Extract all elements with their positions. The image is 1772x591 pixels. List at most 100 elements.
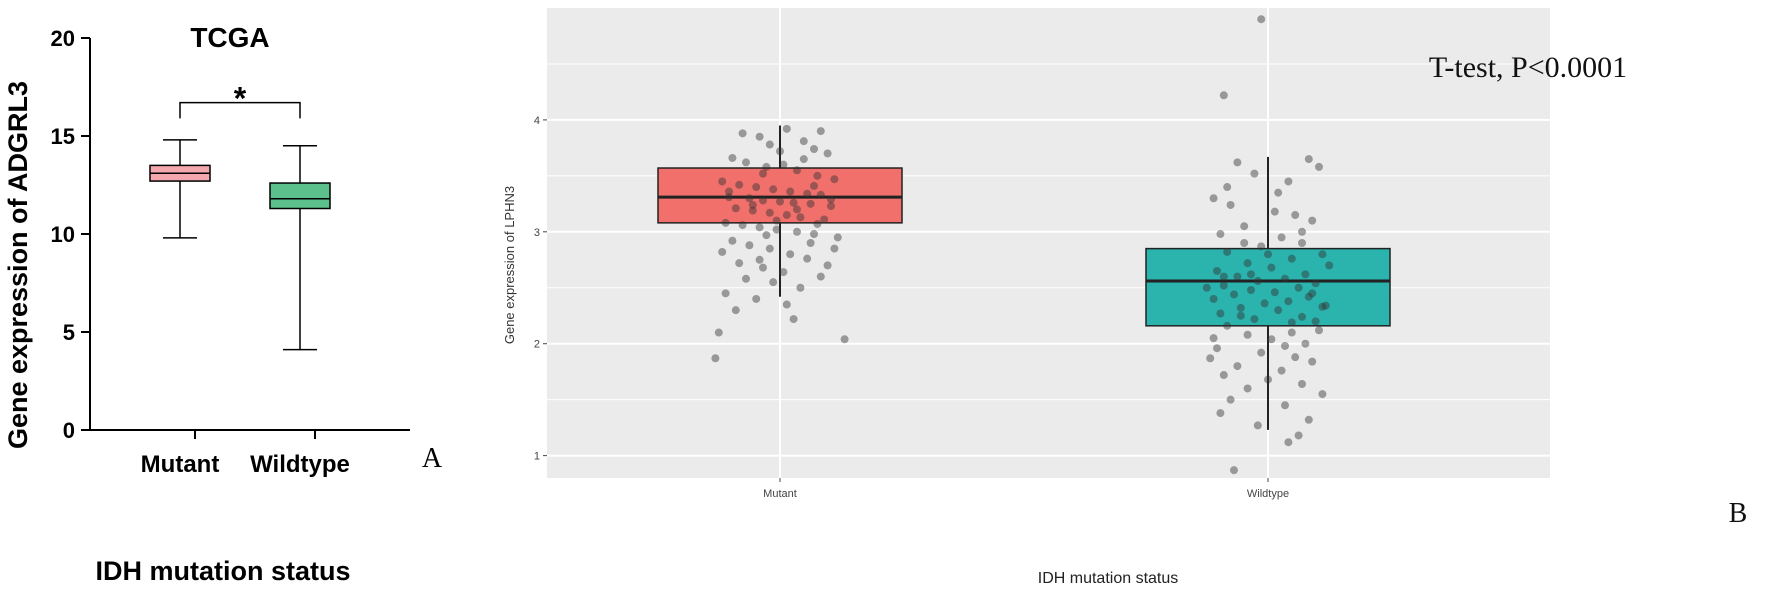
panel-b-data-point [1311, 279, 1320, 288]
panel-b-data-point [1209, 294, 1218, 303]
panel-b-data-point [1277, 233, 1286, 242]
panel-b-data-point [776, 197, 784, 206]
panel-b-data-point [759, 196, 767, 205]
panel-b-ytick-label: 4 [534, 115, 540, 127]
panel-b-data-point [1223, 321, 1232, 330]
panel-a-box [269, 182, 331, 210]
panel-b-data-point [728, 236, 737, 245]
panel-b-data-point [755, 223, 764, 232]
panel-b-data-point [1294, 283, 1303, 292]
panel-b-data-point [1284, 297, 1293, 306]
panel-b-data-point [799, 137, 808, 146]
panel-b-data-point [1219, 281, 1228, 290]
panel-b-data-point [779, 268, 788, 277]
panel-b-data-point [1219, 371, 1228, 380]
panel-b-data-point [1230, 466, 1238, 475]
panel-b-data-point [1287, 318, 1296, 327]
panel-b-data-point [1226, 200, 1235, 209]
panel-b-data-point [786, 187, 795, 196]
panel-b-data-point [1202, 283, 1211, 292]
panel-a-significance-label: * [234, 81, 247, 117]
panel-b-data-point [738, 129, 747, 138]
panel-b-data-point [1287, 328, 1296, 337]
panel-b-ytick-label: 2 [534, 339, 540, 351]
panel-b-data-point [755, 132, 764, 141]
panel-b-data-point [1308, 289, 1317, 298]
panel-b-data-point [1284, 177, 1293, 186]
panel-b-data-point [772, 216, 781, 225]
panel-b-data-point [1298, 312, 1306, 321]
panel-b-data-point [1219, 272, 1228, 281]
panel-b-data-point [745, 241, 754, 250]
panel-b-data-point [1216, 409, 1225, 418]
panel-b-data-point [1213, 344, 1221, 353]
panel-a-xlabel: IDH mutation status [95, 556, 350, 586]
panel-b-data-point [1301, 339, 1310, 348]
panel-b-data-point [806, 199, 815, 208]
panel-b-data-point [1257, 242, 1266, 251]
panel-b-data-point [1291, 353, 1300, 362]
panel-b-data-point [1304, 415, 1313, 424]
panel-a-xtick-label: Mutant [141, 451, 220, 478]
panel-a-chart: TCGA Gene expression of ADGRL3 IDH mutat… [0, 0, 443, 591]
panel-b-data-point [1281, 341, 1289, 350]
panel-b-data-point [1298, 239, 1306, 247]
panel-a-background [0, 0, 440, 591]
panel-b-data-point [1219, 91, 1228, 100]
panel-b-data-point [823, 261, 832, 270]
panel-a-ytick-label: 0 [63, 418, 75, 443]
panel-b-data-point [1315, 326, 1323, 335]
panel-b-data-point [748, 200, 757, 209]
panel-b-data-point [1206, 354, 1215, 363]
panel-b-data-point [759, 263, 767, 272]
panel-b-xtick-label: Mutant [763, 488, 797, 500]
panel-b-data-point [1321, 301, 1330, 310]
panel-b-data-point [1304, 292, 1313, 301]
panel-b-data-point [1274, 306, 1283, 315]
panel-b-box [657, 167, 903, 224]
panel-b-data-point [1223, 247, 1232, 256]
panel-b-data-point [762, 162, 771, 171]
panel-b-data-point [1230, 290, 1238, 299]
panel-b-data-point [793, 205, 801, 214]
panel-b-data-point [1253, 421, 1262, 430]
panel-b-xlabel: IDH mutation status [1038, 570, 1179, 587]
panel-b-data-point [772, 225, 781, 234]
panel-b-data-point [1264, 250, 1272, 259]
panel-b-data-point [786, 250, 795, 259]
panel-b-data-point [1257, 348, 1266, 357]
panel-b-data-point [1325, 261, 1334, 270]
panel-b-data-point [796, 283, 805, 292]
panel-a-label: A [422, 443, 443, 474]
panel-b-data-point [1216, 309, 1225, 318]
panel-b-data-point [1274, 188, 1283, 197]
panel-b-data-point [1287, 254, 1296, 263]
panel-a-ytick-label: 5 [63, 320, 75, 345]
panel-b-data-point [782, 211, 791, 220]
panel-b-data-point [1308, 216, 1317, 225]
panel-a-plot-area: 0 5 10 15 20 Mutant Wildtype * [51, 26, 410, 478]
panel-b-data-point [816, 190, 825, 199]
panel-b-data-point [830, 244, 839, 253]
panel-b-data-point [1250, 315, 1259, 324]
panel-b-label: B [1729, 498, 1748, 529]
panel-b-data-point [1243, 259, 1252, 268]
panel-b-chart: Gene expression of LPHN3 IDH mutation st… [502, 8, 1747, 587]
panel-b-data-point [803, 189, 812, 198]
panel-b-data-point [765, 140, 774, 149]
panel-b-data-point [1260, 299, 1269, 308]
panel-b-data-point [769, 278, 778, 287]
panel-b-ylabel: Gene expression of LPHN3 [502, 186, 517, 344]
panel-b-data-point [1253, 277, 1262, 286]
panel-b-data-point [1315, 162, 1323, 171]
panel-b-data-point [748, 206, 757, 215]
panel-a-ytick-label: 20 [51, 26, 75, 51]
panel-b-data-point [1281, 274, 1289, 283]
panel-b-data-point [1291, 211, 1300, 220]
panel-b-data-point [1294, 431, 1303, 440]
panel-b-data-point [1236, 303, 1245, 312]
panel-b-data-point [779, 160, 788, 169]
panel-b-data-point [1318, 390, 1327, 399]
panel-b-data-point [714, 328, 723, 337]
panel-b-data-point [823, 149, 832, 158]
